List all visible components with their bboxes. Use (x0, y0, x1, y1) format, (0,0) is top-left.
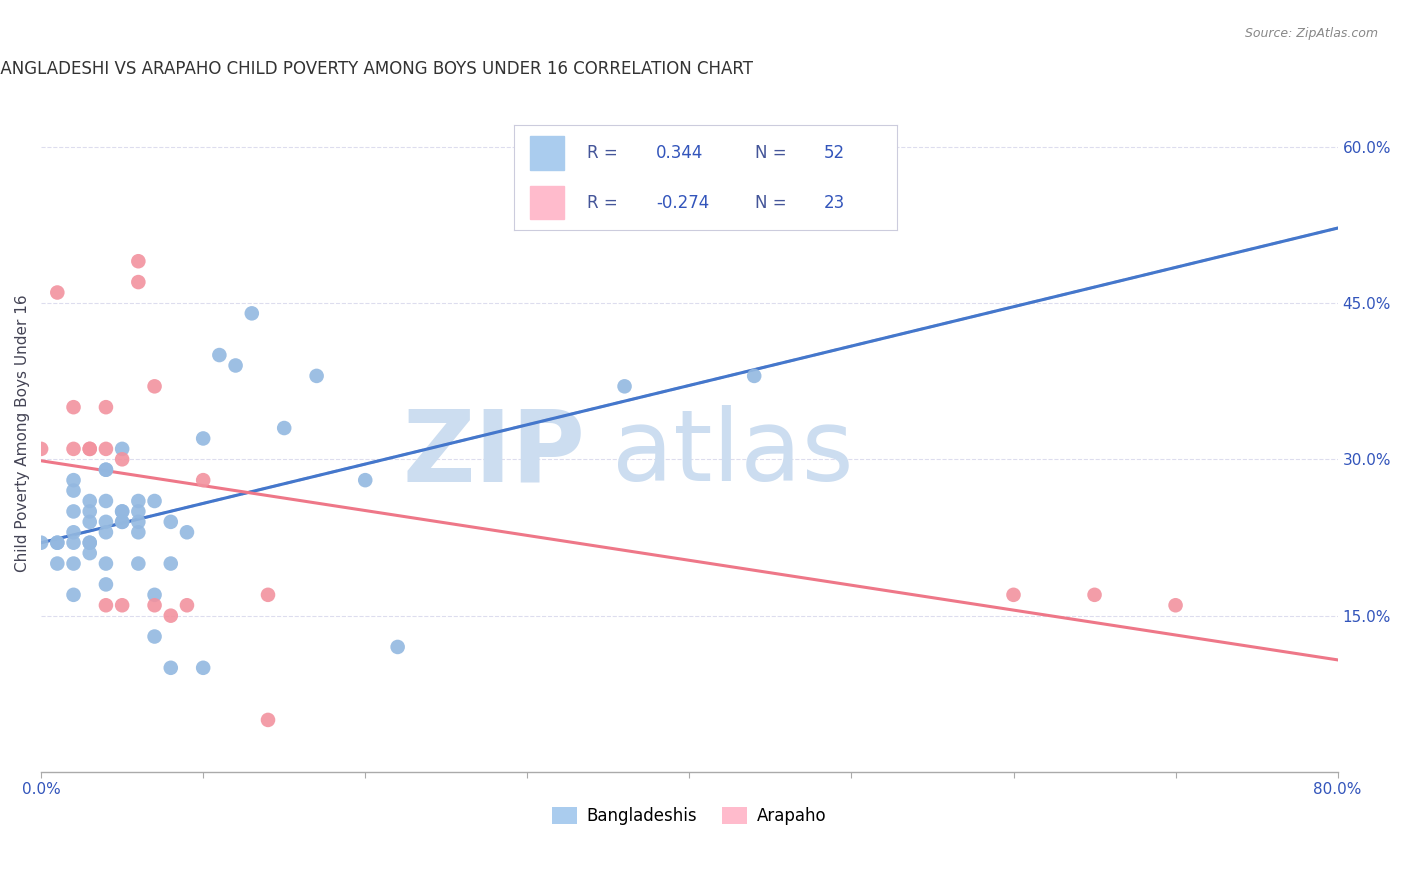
Text: BANGLADESHI VS ARAPAHO CHILD POVERTY AMONG BOYS UNDER 16 CORRELATION CHART: BANGLADESHI VS ARAPAHO CHILD POVERTY AMO… (0, 60, 754, 78)
Point (79, 494, 101, 508)
Point (111, 515, 134, 529)
Point (127, 494, 149, 508)
Point (79, 535, 101, 549)
Point (46, 557, 69, 571)
Point (111, 504, 134, 518)
Point (94, 525, 117, 540)
Point (94, 400, 117, 414)
Point (94, 494, 117, 508)
Point (79, 546, 101, 560)
Point (79, 504, 101, 518)
Point (143, 630, 166, 644)
Point (111, 504, 134, 518)
Point (127, 275, 149, 289)
Point (62, 400, 84, 414)
Point (257, 713, 280, 727)
Point (143, 599, 166, 613)
Text: ZIP: ZIP (402, 405, 586, 502)
Point (1083, 588, 1105, 602)
Point (305, 368, 328, 383)
Point (62, 483, 84, 498)
Point (94, 515, 117, 529)
Point (127, 525, 149, 540)
Point (742, 368, 765, 383)
Point (79, 442, 101, 456)
Point (62, 557, 84, 571)
Point (94, 557, 117, 571)
Point (30, 535, 52, 549)
Point (30, 442, 52, 456)
Point (46, 285, 69, 300)
Point (193, 432, 215, 446)
Point (176, 525, 198, 540)
Point (94, 463, 117, 477)
Point (159, 557, 181, 571)
Point (79, 442, 101, 456)
Point (387, 640, 409, 654)
Point (208, 348, 231, 362)
Point (111, 442, 134, 456)
Point (62, 473, 84, 487)
Point (176, 599, 198, 613)
Point (94, 463, 117, 477)
Point (127, 254, 149, 268)
Point (94, 599, 117, 613)
Point (143, 379, 166, 393)
Point (111, 515, 134, 529)
Point (46, 535, 69, 549)
Legend: Bangladeshis, Arapaho: Bangladeshis, Arapaho (546, 800, 834, 831)
Point (143, 588, 166, 602)
Text: Source: ZipAtlas.com: Source: ZipAtlas.com (1244, 27, 1378, 40)
Point (193, 473, 215, 487)
Point (193, 661, 215, 675)
Point (111, 452, 134, 467)
Point (143, 494, 166, 508)
Point (127, 557, 149, 571)
Point (354, 473, 377, 487)
Point (257, 588, 280, 602)
Point (159, 515, 181, 529)
Point (62, 442, 84, 456)
Text: atlas: atlas (612, 405, 853, 502)
Point (111, 599, 134, 613)
Point (1002, 588, 1025, 602)
Point (62, 588, 84, 602)
Point (79, 515, 101, 529)
Y-axis label: Child Poverty Among Boys Under 16: Child Poverty Among Boys Under 16 (15, 294, 30, 572)
Point (46, 535, 69, 549)
Point (240, 306, 263, 320)
Point (159, 608, 181, 623)
Point (613, 379, 636, 393)
Point (1164, 599, 1187, 613)
Point (94, 577, 117, 591)
Point (159, 661, 181, 675)
Point (79, 535, 101, 549)
Point (127, 515, 149, 529)
Point (273, 421, 295, 435)
Point (94, 442, 117, 456)
Point (62, 525, 84, 540)
Point (62, 535, 84, 549)
Point (225, 359, 247, 373)
Point (127, 504, 149, 518)
Point (62, 504, 84, 518)
